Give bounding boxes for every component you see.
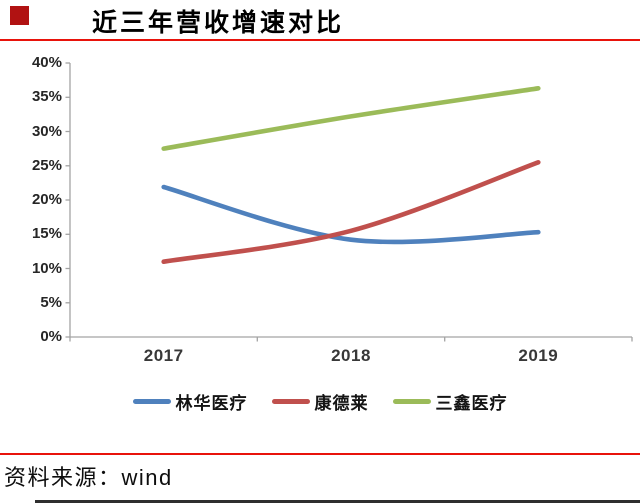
header-divider-rule [0,39,640,41]
legend-item-kangdelai: 康德莱 [271,389,369,414]
legend-label: 林华医疗 [175,393,248,413]
y-axis-tick-label: 15% [31,225,62,243]
legend-line-swatch-blue [132,398,171,404]
series-line-0 [161,184,541,245]
y-axis-tick-label: 25% [31,156,62,174]
y-axis-tick-label: 5% [40,293,62,311]
y-axis-tick-label: 0% [40,328,62,345]
series-line-2 [161,86,541,151]
x-axis-tick-label: 2019 [518,346,559,365]
legend-label: 三鑫医疗 [435,393,508,413]
x-axis-tick-label: 2017 [143,346,184,365]
axis-lines [69,63,632,338]
x-axis-tick-label: 2018 [331,346,371,365]
chart-legend: 林华医疗 康德莱 三鑫医疗 [0,389,640,413]
y-axis-tick-label: 40% [31,54,62,71]
legend-line-swatch-green [392,398,431,404]
y-axis-tick-label: 20% [31,191,62,208]
footer-divider-rule [0,453,640,455]
y-axis-tick-label: 30% [31,122,62,140]
title-bullet-square [10,6,29,25]
legend-line-swatch-red [271,398,310,404]
y-axis-tick-label: 10% [31,259,62,277]
series-line-1 [161,160,541,264]
legend-label: 康德莱 [314,393,369,413]
y-axis-tick-label: 35% [31,88,62,106]
data-source-label: 资料来源：wind [4,465,173,490]
legend-item-sanxin-yiliao: 三鑫医疗 [392,389,508,414]
bottom-edge-bar [35,500,640,503]
legend-item-linhua-yiliao: 林华医疗 [132,389,248,414]
page-title: 近三年营收增速对比 [92,9,345,37]
